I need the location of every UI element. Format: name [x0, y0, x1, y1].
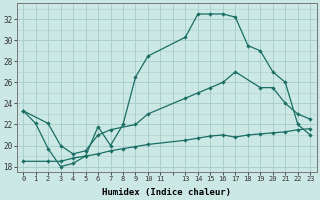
X-axis label: Humidex (Indice chaleur): Humidex (Indice chaleur)	[102, 188, 231, 197]
